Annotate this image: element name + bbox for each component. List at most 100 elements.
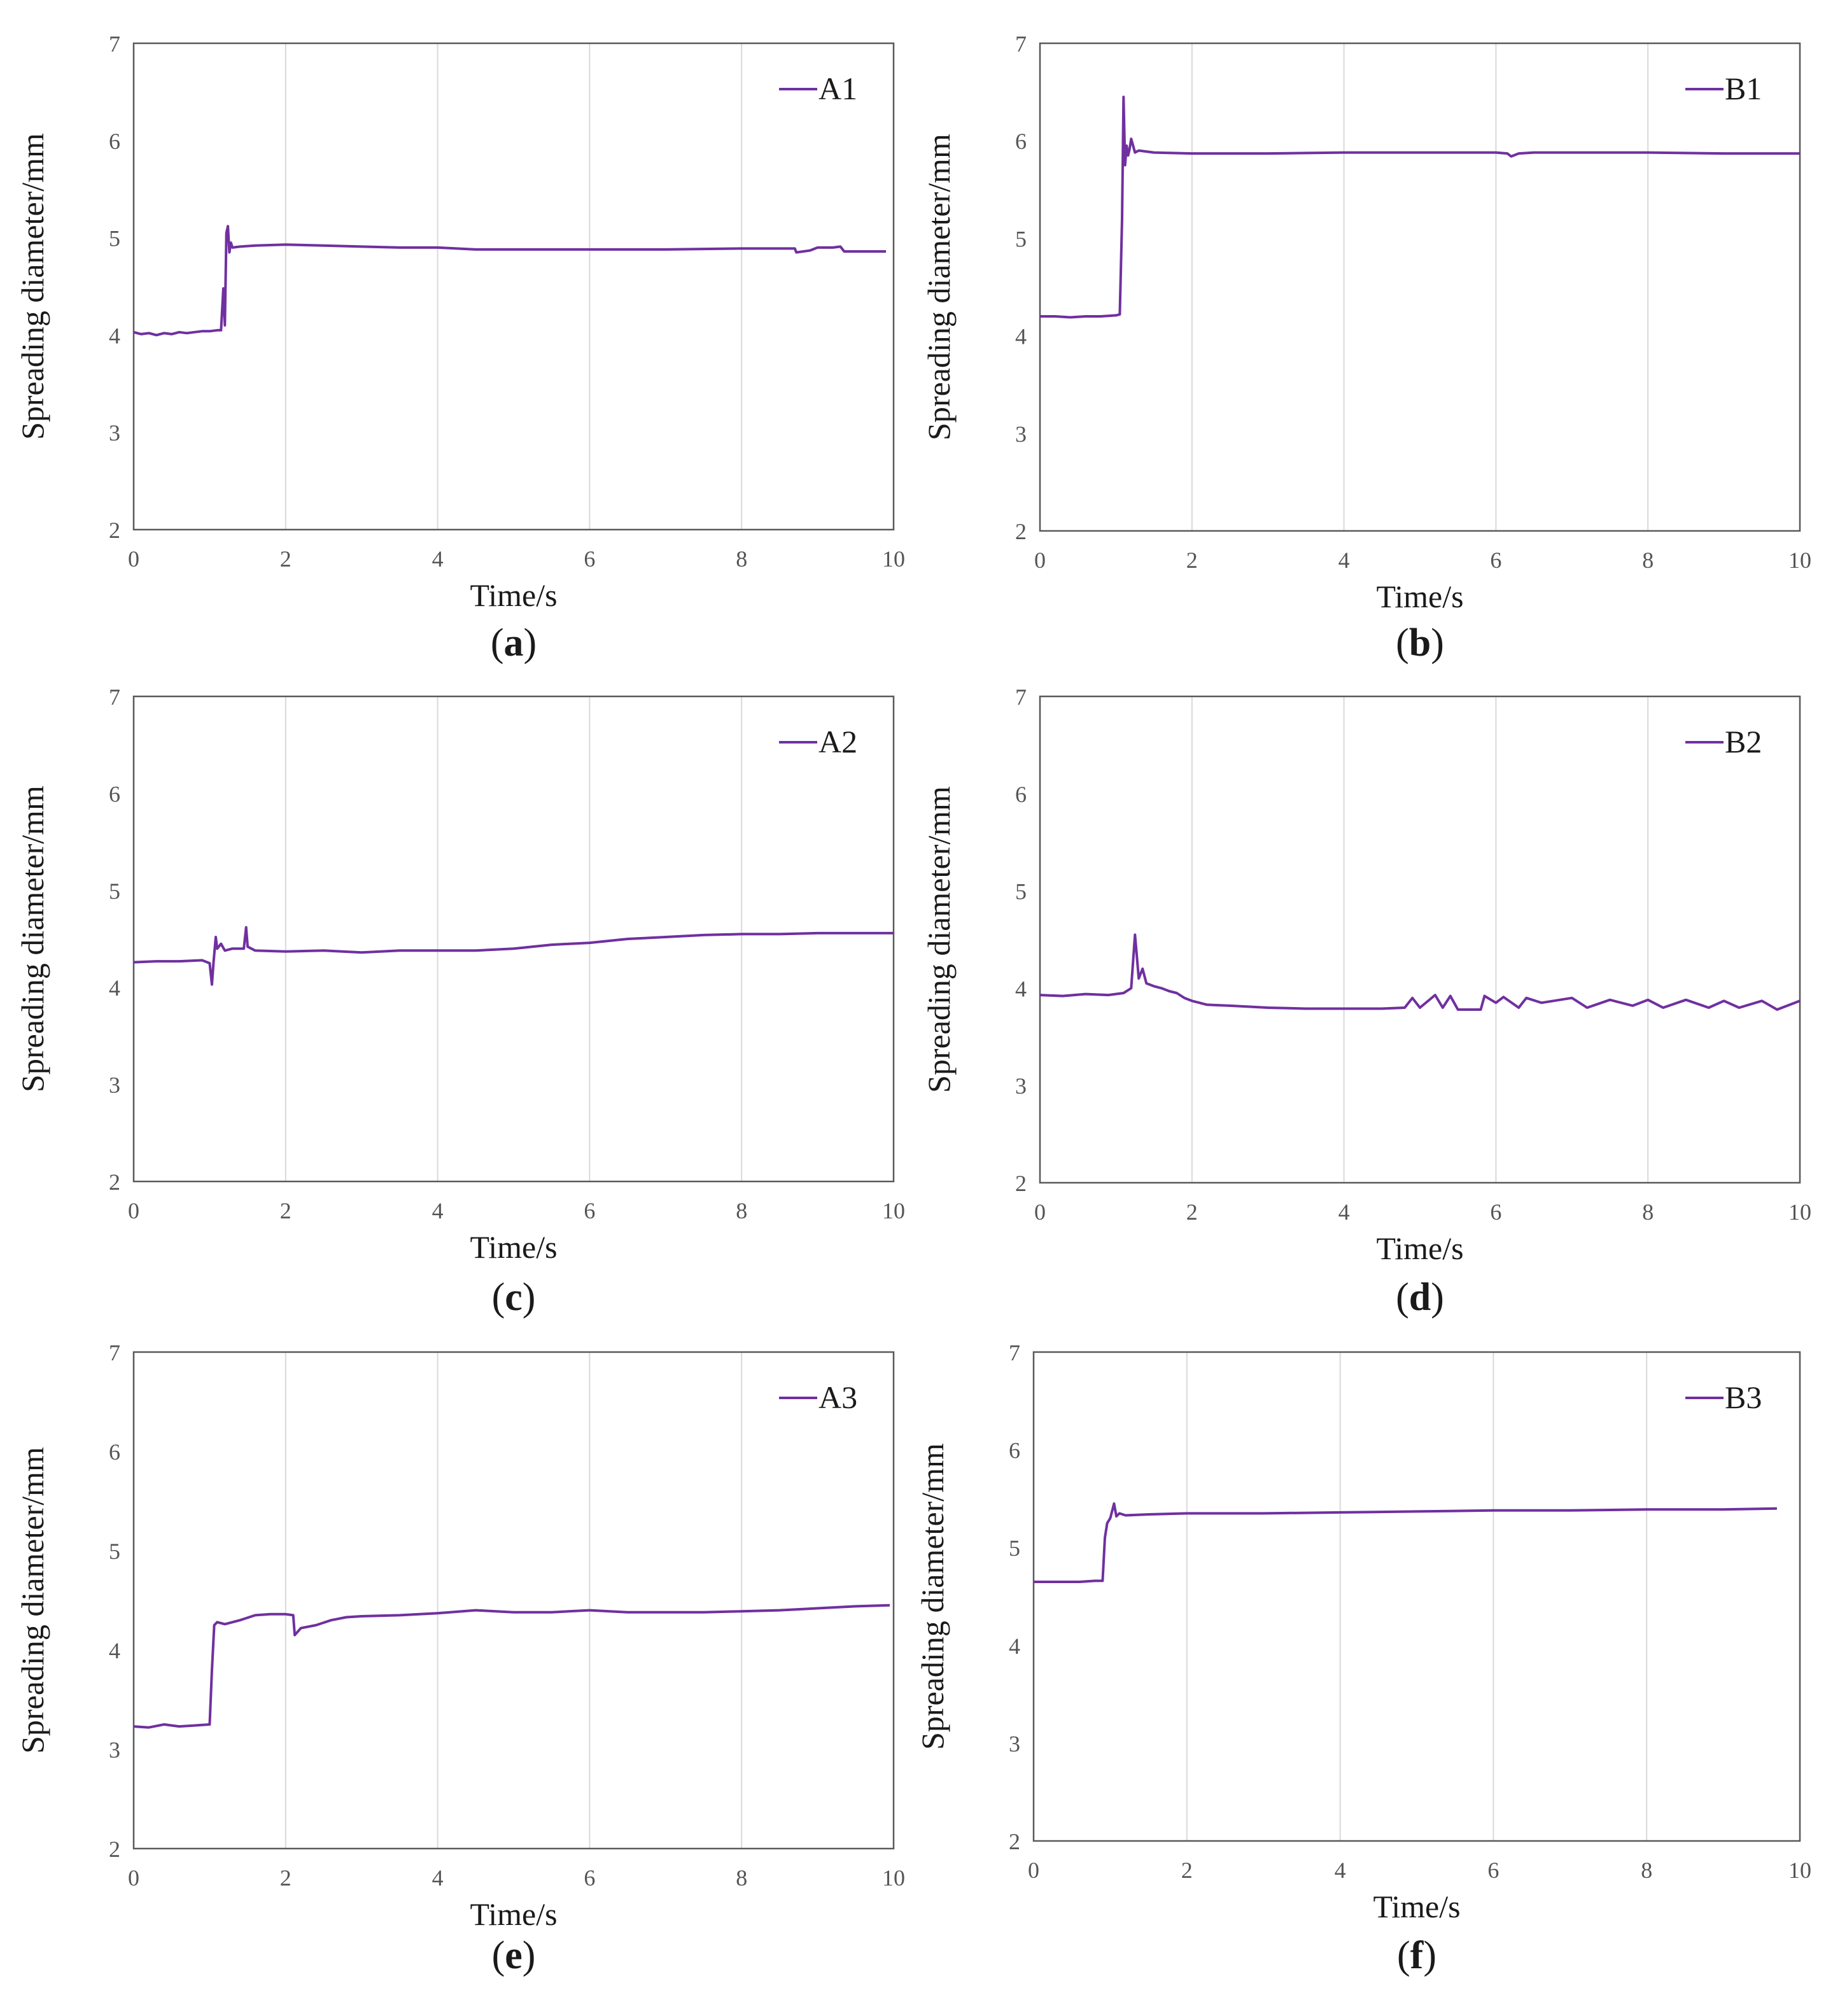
x-tick-label: 2 <box>280 1198 291 1223</box>
x-tick-label: 6 <box>584 546 595 572</box>
x-axis-title: Time/s <box>1376 579 1463 614</box>
x-tick-label: 8 <box>1641 1857 1652 1883</box>
series-line-B2 <box>1039 933 1801 1011</box>
x-axis-title: Time/s <box>470 1896 557 1932</box>
series-line-B1 <box>1040 95 1800 319</box>
panel-caption: (e) <box>492 1934 536 1977</box>
x-tick-label: 2 <box>280 546 291 572</box>
y-tick-label: 5 <box>109 878 120 904</box>
y-axis-title: Spreading diameter/mm <box>915 1443 950 1750</box>
y-tick-label: 4 <box>1009 1633 1020 1659</box>
y-tick-label: 2 <box>1009 1829 1020 1854</box>
x-tick-label: 6 <box>584 1865 595 1891</box>
y-tick-label: 3 <box>1015 421 1027 447</box>
y-tick-label: 7 <box>109 31 120 57</box>
legend-label: B1 <box>1725 71 1762 106</box>
x-axis-title: Time/s <box>470 577 557 613</box>
x-tick-label: 10 <box>1788 1857 1811 1883</box>
y-tick-label: 3 <box>1015 1073 1027 1099</box>
y-tick-label: 2 <box>109 1169 120 1195</box>
x-tick-label: 10 <box>882 546 905 572</box>
series-line-B3 <box>1034 1502 1777 1583</box>
plot-frame <box>132 695 895 1183</box>
x-tick-label: 4 <box>432 1198 444 1223</box>
x-tick-label: 4 <box>1338 547 1350 573</box>
panel-letter: c <box>505 1276 523 1319</box>
x-tick-label: 2 <box>1186 547 1198 573</box>
y-tick-label: 5 <box>109 226 120 251</box>
y-tick-label: 6 <box>109 1439 120 1465</box>
y-tick-label: 6 <box>1015 129 1027 154</box>
x-axis-title: Time/s <box>1373 1889 1460 1924</box>
y-tick-label: 7 <box>1015 684 1027 710</box>
y-axis-title: Spreading diameter/mm <box>15 1447 50 1754</box>
panel-caption: (f) <box>1397 1934 1436 1977</box>
panel-letter: f <box>1410 1934 1424 1977</box>
x-axis-title: Time/s <box>470 1229 557 1265</box>
panel-caption: (c) <box>492 1276 536 1319</box>
y-tick-label: 6 <box>1015 782 1027 807</box>
y-tick-label: 4 <box>109 1638 120 1663</box>
y-axis-title: Spreading diameter/mm <box>15 786 50 1092</box>
x-tick-label: 0 <box>128 546 139 572</box>
x-tick-label: 8 <box>736 546 747 572</box>
legend-label: B2 <box>1725 724 1762 759</box>
x-tick-label: 4 <box>432 546 444 572</box>
y-tick-label: 5 <box>1009 1535 1020 1561</box>
plot-frame <box>132 1351 895 1850</box>
x-tick-label: 2 <box>1186 1199 1198 1225</box>
panel-caption: (d) <box>1396 1276 1444 1319</box>
x-tick-label: 0 <box>1034 547 1046 573</box>
y-tick-label: 3 <box>109 1737 120 1763</box>
x-tick-label: 10 <box>882 1865 905 1891</box>
y-tick-label: 7 <box>109 1340 120 1365</box>
plot-frame <box>132 42 895 531</box>
series-line-A2 <box>133 926 894 986</box>
panel-caption: (b) <box>1396 621 1444 665</box>
y-tick-label: 2 <box>109 1836 120 1862</box>
panel-caption: (a) <box>491 621 537 665</box>
y-axis-title: Spreading diameter/mm <box>921 786 957 1093</box>
x-tick-label: 8 <box>736 1198 747 1223</box>
x-tick-label: 4 <box>1338 1199 1350 1225</box>
panel-letter: a <box>504 621 524 665</box>
x-tick-label: 6 <box>1490 547 1501 573</box>
panel-letter: d <box>1409 1276 1431 1319</box>
x-tick-label: 8 <box>1642 547 1654 573</box>
y-tick-label: 4 <box>1015 976 1027 1001</box>
x-axis-title: Time/s <box>1376 1230 1463 1266</box>
y-tick-label: 2 <box>1015 519 1027 544</box>
y-tick-label: 4 <box>1015 324 1027 349</box>
y-axis-title: Spreading diameter/mm <box>15 133 50 440</box>
y-tick-label: 7 <box>1015 31 1027 57</box>
y-tick-label: 4 <box>109 323 120 348</box>
x-tick-label: 10 <box>1788 547 1811 573</box>
panel-letter: e <box>505 1934 523 1977</box>
x-tick-label: 10 <box>1788 1199 1811 1225</box>
plot-frame <box>1039 42 1801 532</box>
x-tick-label: 0 <box>1034 1199 1046 1225</box>
y-tick-label: 5 <box>109 1539 120 1564</box>
x-tick-label: 2 <box>1181 1857 1193 1883</box>
x-tick-label: 10 <box>882 1198 905 1223</box>
panel-letter: b <box>1409 621 1431 665</box>
y-tick-label: 6 <box>109 129 120 154</box>
legend-label: A2 <box>818 724 857 759</box>
y-tick-label: 2 <box>109 518 120 543</box>
y-tick-label: 2 <box>1015 1171 1027 1196</box>
x-tick-label: 0 <box>128 1198 139 1223</box>
legend-label: A3 <box>818 1379 857 1415</box>
y-tick-label: 5 <box>1015 879 1027 905</box>
x-tick-label: 6 <box>584 1198 595 1223</box>
x-tick-label: 6 <box>1490 1199 1501 1225</box>
legend-label: A1 <box>818 71 857 106</box>
x-tick-label: 8 <box>736 1865 747 1891</box>
series-line-A1 <box>133 225 887 337</box>
y-tick-label: 7 <box>1009 1340 1020 1365</box>
